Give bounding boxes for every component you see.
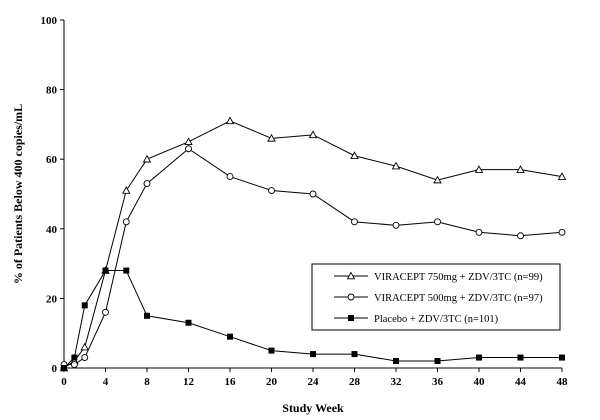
data-point: [226, 173, 234, 181]
data-point: [474, 165, 484, 173]
x-tick-label: 36: [432, 376, 444, 388]
x-tick-label: 24: [308, 376, 320, 388]
y-tick-label: 60: [46, 154, 58, 166]
y-tick-label: 20: [46, 293, 58, 305]
data-point: [392, 221, 400, 229]
data-point: [267, 133, 276, 142]
data-point: [123, 267, 130, 274]
data-point: [434, 218, 441, 226]
data-point: [70, 361, 78, 368]
data-point: [351, 351, 358, 358]
data-point: [185, 145, 192, 153]
data-point: [516, 165, 525, 173]
data-point: [347, 293, 355, 301]
data-point: [351, 218, 358, 226]
y-axis-ticks: 0 20 40 60 80 100: [41, 15, 64, 375]
legend-label: Placebo + ZDV/3TC (n=101): [374, 314, 499, 325]
data-point: [184, 137, 193, 146]
series-line: [64, 148, 563, 366]
data-point: [309, 190, 317, 198]
legend-label: VIRACEPT 750mg + ZDV/3TC (n=99): [374, 272, 543, 283]
data-point: [268, 347, 275, 354]
x-axis-title: Study Week: [282, 401, 344, 415]
data-point: [143, 180, 151, 188]
x-tick-label: 40: [474, 376, 486, 388]
data-point: [391, 161, 401, 170]
legend: VIRACEPT 750mg + ZDV/3TC (n=99) VIRACEPT …: [311, 263, 561, 331]
x-tick-label: 8: [144, 376, 150, 388]
x-tick-label: 48: [557, 376, 569, 388]
series-3: [61, 267, 565, 371]
data-point: [61, 365, 67, 371]
data-point: [517, 232, 524, 240]
data-point: [102, 267, 109, 274]
data-point: [81, 354, 89, 362]
data-point: [393, 358, 399, 365]
data-point: [433, 175, 442, 184]
data-point: [144, 312, 150, 319]
data-point: [80, 342, 90, 351]
y-tick-label: 0: [52, 363, 58, 375]
x-tick-label: 12: [183, 376, 195, 388]
x-tick-label: 28: [349, 376, 361, 388]
series-line: [63, 120, 563, 369]
y-tick-label: 100: [41, 15, 58, 27]
data-point: [185, 319, 192, 326]
data-point: [71, 354, 78, 361]
data-point: [350, 151, 359, 159]
data-point: [559, 354, 565, 361]
data-point: [308, 130, 318, 139]
data-point: [348, 315, 354, 321]
x-tick-label: 44: [515, 376, 527, 388]
x-tick-label: 0: [61, 376, 67, 388]
data-point: [268, 187, 275, 194]
data-point: [102, 308, 109, 316]
y-tick-label: 40: [46, 224, 58, 236]
x-axis-ticks: 0 4 8 12 16 20 24 28 32 36 40 44 48: [61, 368, 568, 388]
y-tick-label: 80: [46, 85, 58, 97]
data-point: [475, 228, 483, 236]
series-line: [63, 270, 562, 369]
legend-label: VIRACEPT 500mg + ZDV/3TC (n=97): [374, 293, 543, 304]
y-axis-title: % of Patients Below 400 copies/mL: [11, 104, 25, 284]
x-tick-label: 32: [391, 376, 403, 388]
x-tick-label: 20: [266, 376, 278, 388]
data-point: [434, 358, 441, 365]
data-point: [122, 218, 130, 226]
data-point: [346, 271, 356, 280]
series-2: [60, 145, 566, 368]
data-point: [121, 186, 131, 194]
data-point: [227, 333, 233, 340]
data-point: [476, 354, 482, 361]
data-point: [142, 154, 152, 163]
data-point: [517, 354, 524, 361]
series-layer: [59, 116, 567, 372]
x-tick-label: 16: [225, 376, 237, 388]
data-point: [310, 351, 316, 358]
data-point: [557, 172, 567, 180]
x-tick-label: 4: [103, 376, 109, 388]
data-point: [81, 302, 88, 309]
series-1: [59, 116, 567, 372]
data-point: [558, 228, 566, 236]
data-point: [225, 116, 235, 125]
